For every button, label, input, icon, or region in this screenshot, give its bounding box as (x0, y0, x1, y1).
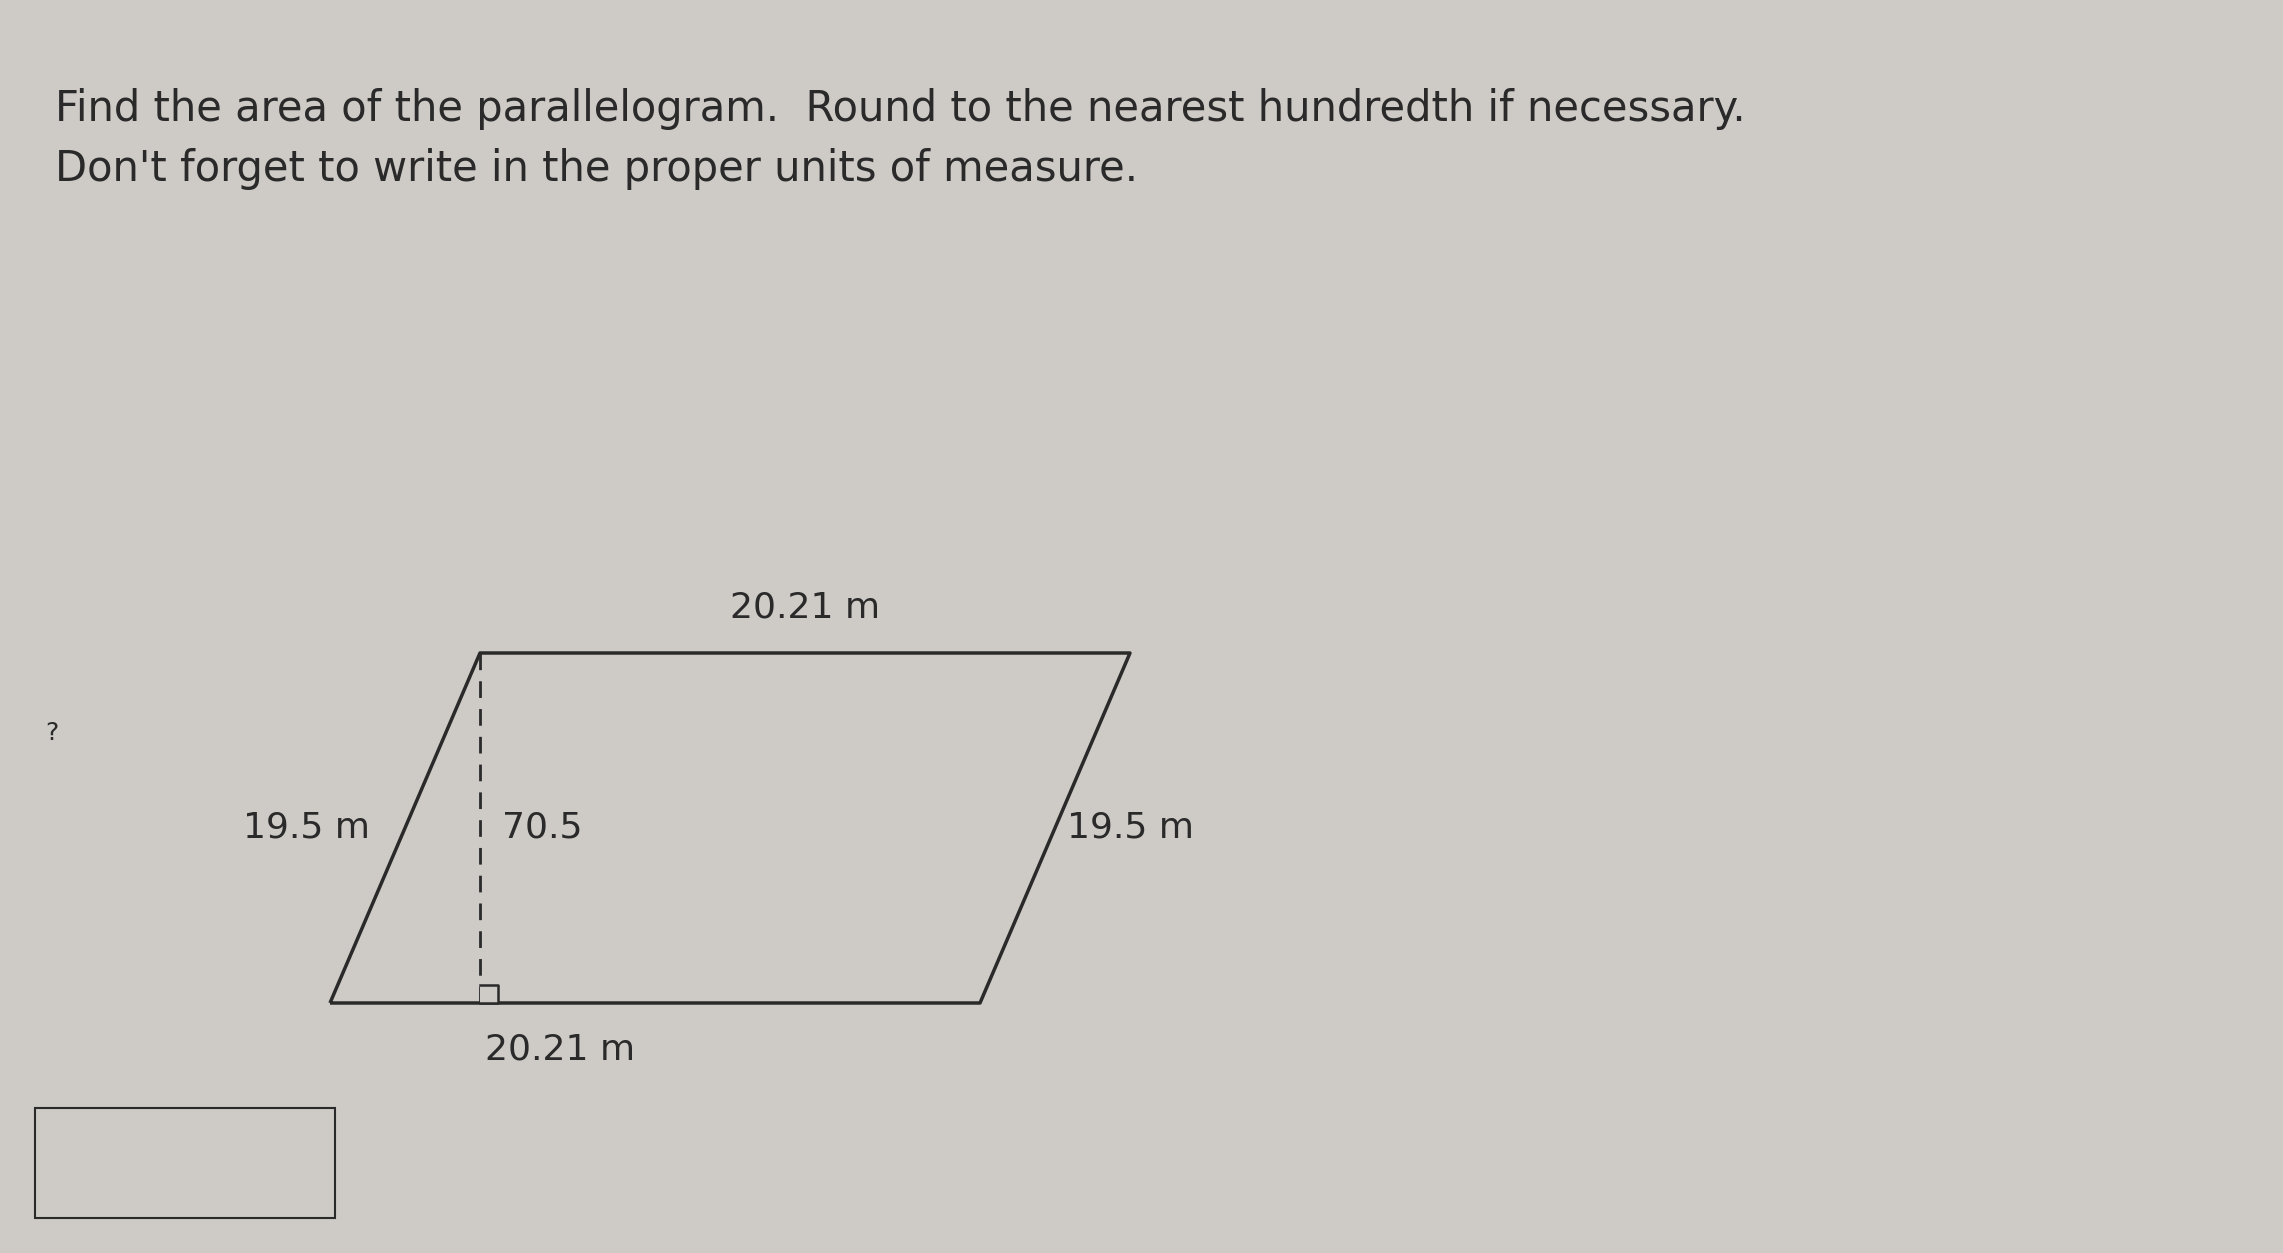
Text: Don't forget to write in the proper units of measure.: Don't forget to write in the proper unit… (55, 148, 1137, 190)
Text: 20.21 m: 20.21 m (484, 1032, 635, 1068)
Bar (34, 1108, 336, 1218)
Text: 20.21 m: 20.21 m (731, 591, 879, 625)
Text: 70.5: 70.5 (502, 811, 582, 845)
Text: Find the area of the parallelogram.  Round to the nearest hundredth if necessary: Find the area of the parallelogram. Roun… (55, 88, 1746, 130)
Text: 19.5 m: 19.5 m (242, 811, 370, 845)
Text: 19.5 m: 19.5 m (1066, 811, 1194, 845)
Text: ?: ? (46, 720, 59, 746)
Bar (479, 985, 498, 1002)
